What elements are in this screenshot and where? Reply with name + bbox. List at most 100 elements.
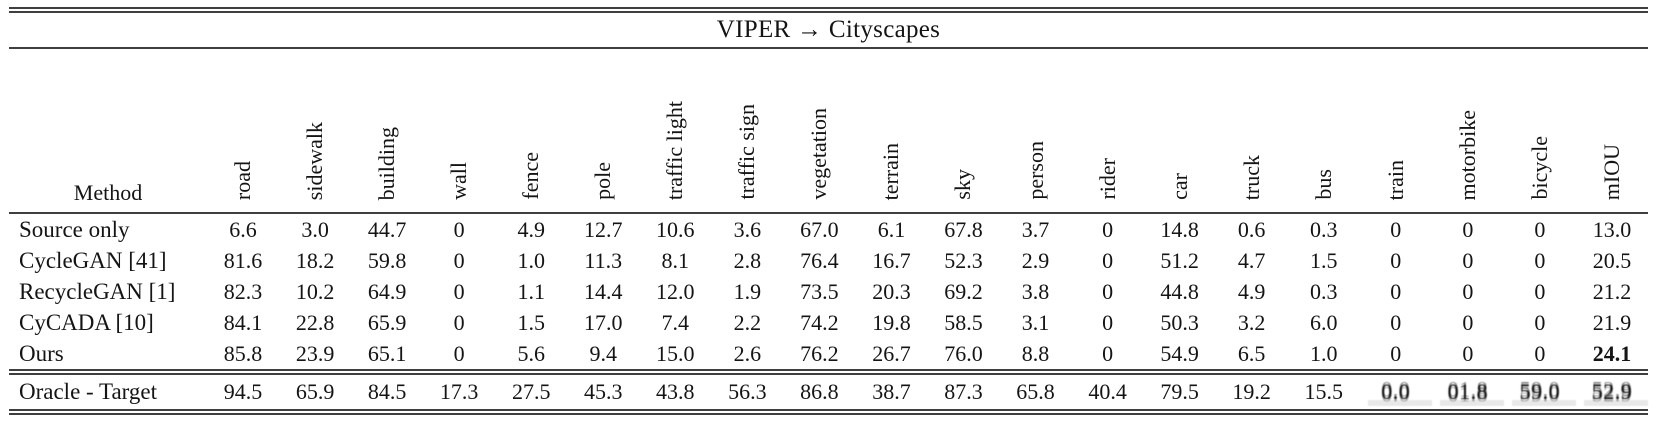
column-header-label: terrain xyxy=(878,142,904,200)
value-cell-terrain: 16.7 xyxy=(872,247,911,273)
value-cell-rider: 0 xyxy=(1102,216,1114,242)
value-cell-bicycle: 0 xyxy=(1534,216,1546,242)
value-cell-traffic-light: 12.0 xyxy=(656,278,695,304)
value-cell-sidewalk: 18.2 xyxy=(295,247,335,273)
column-header-traffic-sign: traffic sign xyxy=(711,48,784,214)
value-cell-rider: 0 xyxy=(1102,278,1114,304)
value-cell-terrain: 26.7 xyxy=(872,340,911,366)
column-header-label: vegetation xyxy=(806,108,832,200)
value-cell-vegetation: 73.5 xyxy=(800,278,839,304)
value-cell-bus: 1.0 xyxy=(1309,340,1338,366)
value-cell-bus: 0.3 xyxy=(1309,278,1338,304)
value-cell-miou: 20.5 xyxy=(1592,247,1632,273)
value-cell-building: 64.9 xyxy=(367,278,407,304)
method-cell: CycleGAN [41] xyxy=(19,247,167,273)
column-header-sidewalk: sidewalk xyxy=(279,48,352,214)
value-cell-train: 0 xyxy=(1390,278,1402,304)
table-row-ours: Ours 85.8 23.9 65.1 0 5.6 9.4 15.0 2.6 76.2 26.7 76… xyxy=(9,338,1648,372)
column-header-pole: pole xyxy=(567,48,640,214)
value-cell-miou: 21.9 xyxy=(1592,309,1632,335)
value-cell-person: 65.8 xyxy=(999,369,1072,412)
value-cell-pole: 45.3 xyxy=(567,369,640,412)
column-header-sky: sky xyxy=(927,48,1000,214)
value-cell-road: 94.5 xyxy=(207,369,280,412)
value-cell-building: 59.8 xyxy=(367,247,407,273)
column-header-vegetation: vegetation xyxy=(783,48,856,214)
value-cell-terrain: 6.1 xyxy=(877,216,906,242)
column-header-method: Method xyxy=(9,48,207,214)
value-cell-car: 44.8 xyxy=(1160,278,1199,304)
column-header-bus: bus xyxy=(1287,48,1360,214)
value-cell-miou: 52.9 xyxy=(1575,369,1649,412)
column-header-car: car xyxy=(1143,48,1216,214)
column-header-label: pole xyxy=(590,162,616,200)
value-cell-truck: 4.7 xyxy=(1237,247,1266,273)
value-cell-sky: 67.8 xyxy=(944,216,983,242)
column-header-label: mIOU xyxy=(1598,143,1624,200)
value-cell-sidewalk: 10.2 xyxy=(295,278,335,304)
value-cell-pole: 12.7 xyxy=(584,216,623,242)
value-cell-vegetation: 76.4 xyxy=(800,247,839,273)
table-row-recyclegan-1: RecycleGAN [1] 82.3 10.2 64.9 0 1.1 14.4 12.0 1.… xyxy=(9,276,1648,307)
column-header-label: traffic light xyxy=(662,100,688,200)
value-cell-truck: 4.9 xyxy=(1237,278,1266,304)
value-cell-traffic-light: 7.4 xyxy=(661,309,690,335)
table-row-cycada-10: CyCADA [10] 84.1 22.8 65.9 0 1.5 17.0 7.4 2.2 74.… xyxy=(9,307,1648,338)
value-cell-truck: 3.2 xyxy=(1237,309,1266,335)
value-cell-fence: 4.9 xyxy=(517,216,545,242)
column-header-rider: rider xyxy=(1071,48,1144,214)
value-cell-motorbike: 0 xyxy=(1462,340,1474,366)
column-header-motorbike: motorbike xyxy=(1431,48,1504,214)
value-cell-building: 44.7 xyxy=(367,216,407,242)
value-cell-miou: 21.2 xyxy=(1592,278,1632,304)
column-header-label: wall xyxy=(446,162,472,200)
value-cell-rider: 0 xyxy=(1102,340,1114,366)
table-title-row: VIPER → Cityscapes xyxy=(9,10,1648,49)
value-cell-motorbike: 0 xyxy=(1462,309,1474,335)
value-cell-fence: 27.5 xyxy=(495,369,568,412)
column-header-terrain: terrain xyxy=(855,48,928,214)
value-cell-traffic-light: 10.6 xyxy=(656,216,695,242)
value-cell-traffic-sign: 56.3 xyxy=(711,369,784,412)
column-header-label: sidewalk xyxy=(302,121,328,200)
value-cell-sidewalk: 3.0 xyxy=(301,216,329,242)
value-cell-vegetation: 67.0 xyxy=(800,216,839,242)
value-cell-bicycle: 0 xyxy=(1534,247,1546,273)
value-cell-train: 0 xyxy=(1390,216,1402,242)
value-cell-sky: 76.0 xyxy=(944,340,983,366)
value-cell-traffic-light: 15.0 xyxy=(656,340,695,366)
value-cell-wall: 0 xyxy=(453,247,465,273)
column-header-truck: truck xyxy=(1215,48,1288,214)
value-cell-person: 2.9 xyxy=(1021,247,1050,273)
column-header-label: person xyxy=(1022,141,1048,200)
column-header-label: rider xyxy=(1094,158,1120,200)
table-row-cyclegan-41: CycleGAN [41] 81.6 18.2 59.8 0 1.0 11.3 8.1 2.8 7… xyxy=(9,245,1648,276)
value-cell-train: 0 xyxy=(1390,247,1402,273)
value-cell-pole: 14.4 xyxy=(584,278,623,304)
value-cell-fence: 1.1 xyxy=(517,278,545,304)
column-header-label: building xyxy=(374,126,400,200)
value-cell-train: 0 xyxy=(1390,309,1402,335)
value-cell-truck: 6.5 xyxy=(1237,340,1266,366)
value-cell-bus: 0.3 xyxy=(1309,216,1338,242)
value-cell-pole: 11.3 xyxy=(584,247,623,273)
value-cell-wall: 0 xyxy=(453,309,465,335)
column-header-label: truck xyxy=(1238,154,1264,200)
value-cell-wall: 0 xyxy=(453,216,465,242)
column-header-train: train xyxy=(1359,48,1432,214)
column-header-label: bus xyxy=(1310,169,1336,200)
value-cell-vegetation: 86.8 xyxy=(783,369,856,412)
value-cell-bus: 15.5 xyxy=(1287,369,1360,412)
column-header-miou: mIOU xyxy=(1575,48,1648,214)
value-cell-motorbike: 01.8 xyxy=(1431,369,1504,412)
value-cell-wall: 0 xyxy=(453,278,465,304)
value-cell-truck: 0.6 xyxy=(1237,216,1266,242)
column-header-label: fence xyxy=(518,152,544,200)
value-cell-traffic-sign: 3.6 xyxy=(733,216,762,242)
value-cell-sky: 69.2 xyxy=(944,278,983,304)
value-cell-car: 54.9 xyxy=(1160,340,1199,366)
value-cell-sky: 58.5 xyxy=(944,309,983,335)
value-cell-sidewalk: 65.9 xyxy=(279,369,352,412)
paper-page: VIPER → Cityscapes Method road sidewalk bu… xyxy=(9,7,1649,415)
value-cell-bicycle: 59.0 xyxy=(1503,369,1576,412)
